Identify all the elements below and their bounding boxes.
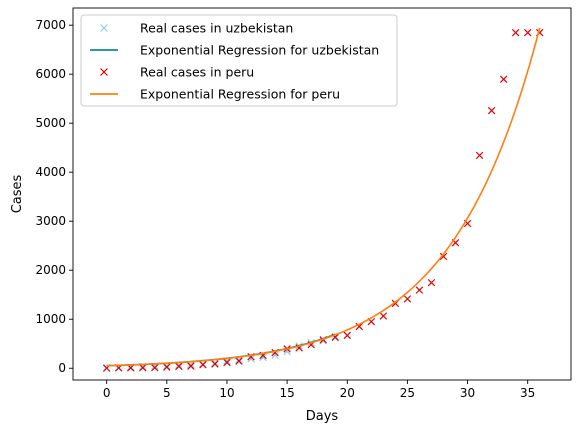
y-tick-label: 2000	[35, 263, 66, 277]
x-tick-label: 30	[460, 386, 475, 400]
y-tick-label: 5000	[35, 116, 66, 130]
legend: Real cases in uzbekistan Exponential Regr…	[81, 15, 397, 106]
x-tick-label: 5	[163, 386, 171, 400]
y-tick-label: 3000	[35, 214, 66, 228]
y-tick-label: 7000	[35, 18, 66, 32]
x-axis-label: Days	[306, 409, 339, 424]
legend-label: Exponential Regression for uzbekistan	[140, 43, 379, 58]
x-tick-label: 20	[340, 386, 355, 400]
y-axis-label: Cases	[10, 174, 25, 213]
x-tick-label: 0	[103, 386, 111, 400]
y-tick-label: 4000	[35, 165, 66, 179]
x-tick-label: 10	[219, 386, 234, 400]
y-tick-label: 6000	[35, 67, 66, 81]
legend-label: Real cases in uzbekistan	[140, 21, 293, 36]
legend-label: Real cases in peru	[140, 65, 254, 80]
x-tick-label: 15	[279, 386, 294, 400]
y-tick-label: 1000	[35, 312, 66, 326]
y-tick-label: 0	[58, 361, 66, 375]
x-tick-label: 25	[400, 386, 415, 400]
legend-label: Exponential Regression for peru	[140, 87, 340, 102]
x-tick-label: 35	[520, 386, 535, 400]
